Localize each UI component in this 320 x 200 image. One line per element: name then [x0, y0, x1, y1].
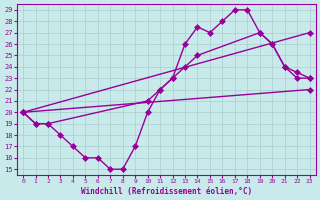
- X-axis label: Windchill (Refroidissement éolien,°C): Windchill (Refroidissement éolien,°C): [81, 187, 252, 196]
